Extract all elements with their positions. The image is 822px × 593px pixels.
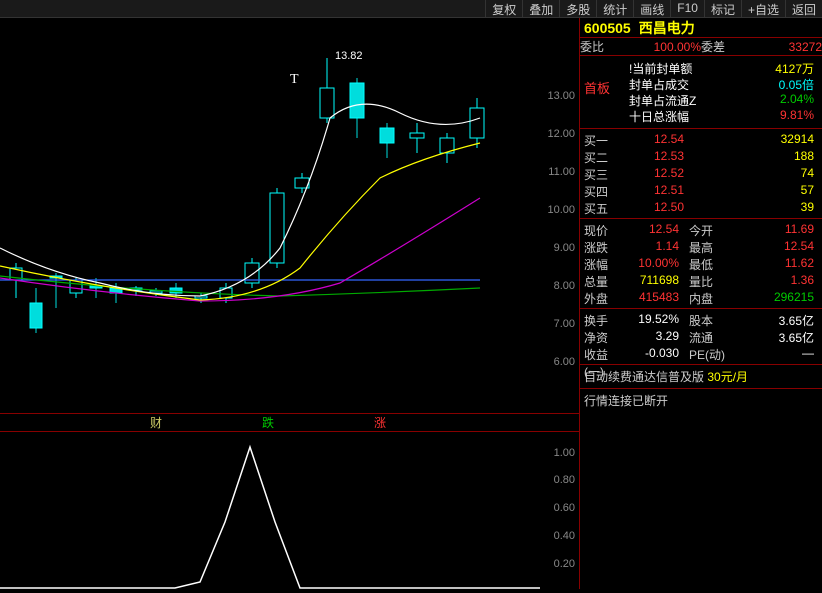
stock-code: 600505 — [584, 20, 631, 36]
bid-row[interactable]: 买三12.5274 — [580, 165, 822, 182]
block-title: 首板 — [584, 60, 629, 124]
bid-row[interactable]: 买一12.5432914 — [580, 131, 822, 148]
bid-list: 买一12.5432914买二12.53188买三12.5274买四12.5157… — [580, 129, 822, 219]
bid-row[interactable]: 买四12.5157 — [580, 182, 822, 199]
toolbar-btn-标记[interactable]: 标记 — [704, 0, 741, 17]
toolbar: 复权叠加多股统计画线F10标记+自选返回 — [0, 0, 822, 18]
stat-row: 现价12.54今开11.69 — [580, 221, 822, 238]
toolbar-btn-F10[interactable]: F10 — [670, 0, 704, 17]
side-panel: 600505 西昌电力 委比 100.00% 委差 33272 首板 !当前封单… — [580, 18, 822, 590]
stat-row: 涨跌1.14最高12.54 — [580, 238, 822, 255]
sub-axis: 1.000.800.600.400.20 — [542, 432, 577, 589]
indicator-label[interactable]: 跌 — [262, 414, 274, 431]
sub-chart[interactable]: 1.000.800.600.400.20 — [0, 431, 580, 589]
stats-grid: 现价12.54今开11.69涨跌1.14最高12.54涨幅10.00%最低11.… — [580, 219, 822, 309]
indicator-label[interactable]: 财 — [150, 414, 162, 431]
toolbar-btn-叠加[interactable]: 叠加 — [522, 0, 559, 17]
toolbar-btn-画线[interactable]: 画线 — [633, 0, 670, 17]
subscription-msg[interactable]: 自动续费通达信普及版 30元/月 — [580, 365, 822, 389]
kline-chart[interactable]: T 13.0012.0011.0010.009.008.007.006.00 1… — [0, 18, 580, 413]
ratio-value: 100.00% — [641, 40, 702, 54]
toolbar-btn-统计[interactable]: 统计 — [596, 0, 633, 17]
stat-row: 涨幅10.00%最低11.62 — [580, 255, 822, 272]
stock-header[interactable]: 600505 西昌电力 — [580, 18, 822, 38]
ratio-row: 委比 100.00% 委差 33272 — [580, 38, 822, 56]
stats-grid-2: 换手19.52%股本3.65亿净资3.29流通3.65亿收益(一)-0.030P… — [580, 309, 822, 365]
toolbar-btn-+自选[interactable]: +自选 — [741, 0, 785, 17]
toolbar-btn-返回[interactable]: 返回 — [785, 0, 822, 17]
indicator-bar: 财跌涨 — [0, 413, 580, 431]
toolbar-btn-复权[interactable]: 复权 — [485, 0, 522, 17]
diff-label: 委差 — [701, 38, 762, 55]
svg-text:T: T — [290, 72, 299, 87]
indicator-label[interactable]: 涨 — [374, 414, 386, 431]
block-info: 首板 !当前封单额4127万封单占成交0.05倍封单占流通Z2.04%十日总涨幅… — [580, 56, 822, 129]
stat-row: 总量711698量比1.36 — [580, 272, 822, 289]
stat-row: 收益(一)-0.030PE(动)— — [580, 345, 822, 362]
diff-value: 33272 — [762, 40, 822, 54]
sub-chart-canvas — [0, 432, 540, 590]
toolbar-btn-多股[interactable]: 多股 — [559, 0, 596, 17]
main-chart-panel: T 13.0012.0011.0010.009.008.007.006.00 1… — [0, 18, 580, 590]
peak-label: 13.82 — [335, 50, 363, 62]
chart-canvas: T — [0, 18, 540, 413]
stat-row: 换手19.52%股本3.65亿 — [580, 311, 822, 328]
stat-row: 净资3.29流通3.65亿 — [580, 328, 822, 345]
ratio-label: 委比 — [580, 38, 641, 55]
bid-row[interactable]: 买二12.53188 — [580, 148, 822, 165]
stock-name: 西昌电力 — [639, 18, 695, 38]
stat-row: 外盘415483内盘296215 — [580, 289, 822, 306]
bid-row[interactable]: 买五12.5039 — [580, 199, 822, 216]
connection-msg: 行情连接已断开 — [580, 389, 822, 412]
price-axis: 13.0012.0011.0010.009.008.007.006.00 — [542, 18, 577, 413]
